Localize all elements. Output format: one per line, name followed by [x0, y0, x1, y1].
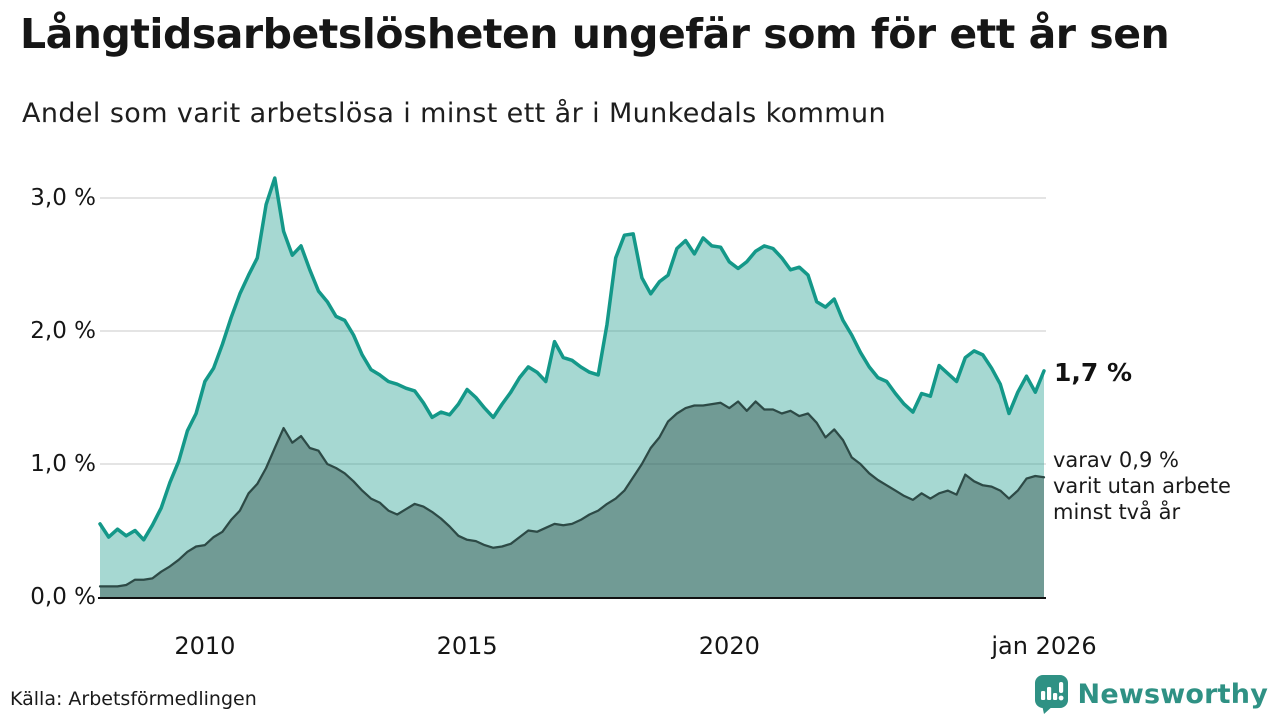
y-axis-tick-label: 0,0 % — [30, 584, 96, 610]
series-area — [100, 178, 1044, 597]
series-end-label-one-year: 1,7 % — [1054, 358, 1133, 387]
page-subtitle: Andel som varit arbetslösa i minst ett å… — [22, 98, 887, 129]
source-note: Källa: Arbetsförmedlingen — [10, 688, 257, 710]
newsworthy-logo-text: Newsworthy — [1077, 679, 1268, 710]
newsworthy-logo[interactable]: Newsworthy — [1033, 674, 1268, 715]
series-line — [98, 176, 1046, 542]
x-axis-tick-label: 2015 — [436, 632, 498, 660]
newsworthy-logo-icon — [1034, 675, 1068, 714]
x-axis-tick-label: 2010 — [174, 632, 236, 660]
x-axis-tick-label: 2020 — [698, 632, 760, 660]
x-axis-tick-label: jan 2026 — [991, 632, 1097, 660]
page-title: Långtidsarbetslösheten ungefär som för e… — [20, 10, 1170, 58]
series-end-label-two-years: varav 0,9 % varit utan arbete minst två … — [1053, 448, 1231, 524]
y-axis-tick-label: 3,0 % — [30, 185, 96, 211]
y-axis-tick-label: 2,0 % — [30, 318, 96, 344]
series-area — [100, 401, 1044, 597]
y-axis-tick-label: 1,0 % — [30, 451, 96, 477]
series-line — [98, 400, 1046, 588]
